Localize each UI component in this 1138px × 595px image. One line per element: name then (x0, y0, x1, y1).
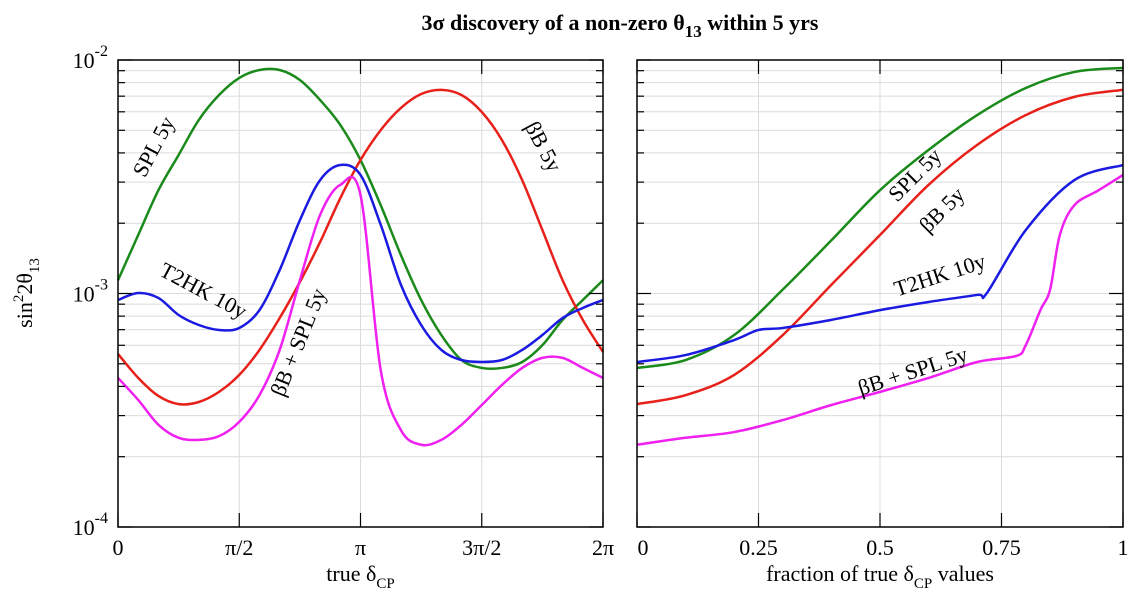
y-label-part: 13 (27, 258, 43, 273)
y-label-part: 2 (11, 295, 27, 303)
x-label-part: CP (914, 576, 932, 592)
x-axis-label: fraction of true δCP values (766, 561, 994, 592)
tick-base: 10 (73, 515, 95, 540)
data-line (117, 175, 604, 447)
data-line (636, 173, 1124, 447)
x-label-part: true δ (326, 561, 376, 586)
y-tick-label: 10-2 (73, 43, 108, 73)
x-tick-label: π (355, 535, 366, 560)
title-text: 3σ discovery of a non-zero θ (422, 10, 685, 35)
tick-exponent: -3 (95, 277, 108, 294)
x-tick-label: 0 (113, 535, 124, 560)
data-line (117, 88, 605, 406)
x-tick-label: 0.5 (866, 535, 894, 560)
x-label-part: fraction of true δ (766, 561, 914, 586)
x-tick-label: 0.25 (739, 535, 778, 560)
data-line (117, 163, 604, 364)
series-label: βB 5y (520, 117, 567, 176)
figure-title: 3σ discovery of a non-zero θ13 within 5 … (422, 10, 819, 41)
x-tick-label: 3π/2 (462, 535, 501, 560)
data-line (636, 66, 1124, 370)
series-label: βB + SPL 5y (265, 285, 331, 400)
x-tick-label: π/2 (225, 535, 253, 560)
y-label-part: sin (12, 302, 37, 328)
series-label: SPL 5y (127, 112, 179, 181)
data-line (636, 163, 1124, 364)
y-tick-label: 10-3 (73, 277, 108, 307)
x-tick-label: 2π (592, 535, 614, 560)
y-label-part: 2θ (12, 273, 37, 295)
x-label-part: values (932, 561, 994, 586)
plot-frame (117, 59, 604, 528)
title-subscript: 13 (685, 22, 702, 41)
x-label-part: CP (376, 576, 394, 592)
y-axis-label: sin22θ13 (11, 258, 43, 328)
title-text: within 5 yrs (702, 10, 819, 35)
series-label: T2HK 10y (156, 257, 251, 324)
series-label: βB + SPL 5y (855, 341, 971, 400)
tick-base: 10 (73, 48, 95, 73)
x-tick-label: 0 (638, 535, 649, 560)
x-tick-label: 1 (1118, 535, 1129, 560)
x-tick-label: 0.75 (982, 535, 1021, 560)
x-axis-label: true δCP (326, 561, 394, 592)
y-tick-label: 10-4 (73, 510, 108, 540)
data-line (636, 88, 1124, 406)
tick-exponent: -2 (95, 43, 108, 60)
tick-base: 10 (73, 282, 95, 307)
plot-frame (636, 59, 1124, 528)
tick-exponent: -4 (95, 510, 108, 527)
